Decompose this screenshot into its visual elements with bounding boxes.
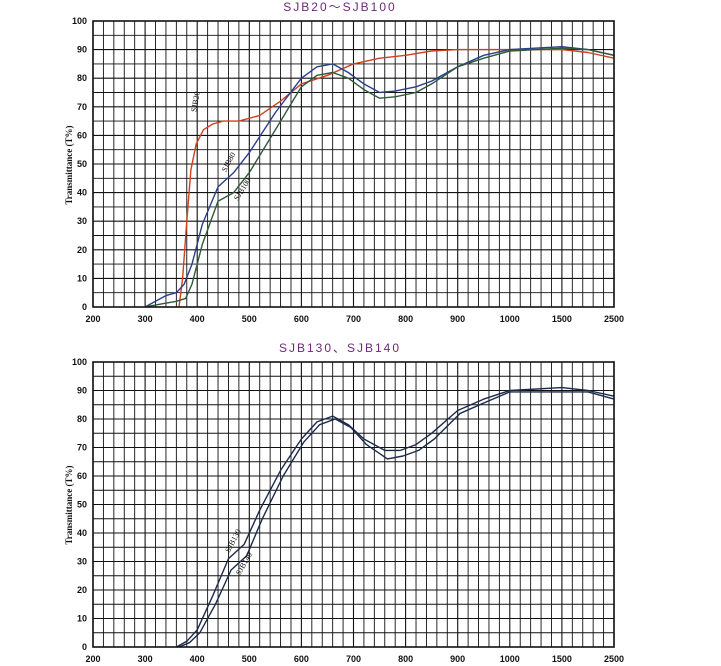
x-tick-label: 2500 [604, 314, 624, 324]
series-line-sjb140 [178, 391, 615, 648]
x-tick-label: 700 [346, 314, 361, 324]
x-tick-label: 1500 [552, 314, 572, 324]
chart-title: SJB20～SJB100 [283, 0, 396, 14]
x-tick-label: 800 [398, 314, 413, 324]
x-tick-label: 900 [450, 314, 465, 324]
plot-frame [92, 20, 615, 308]
y-tick-label: 30 [77, 216, 87, 226]
x-tick-label: 500 [242, 314, 257, 324]
x-tick-label: 1000 [500, 314, 520, 324]
x-tick-label: 1500 [552, 654, 572, 664]
y-tick-label: 80 [77, 73, 87, 83]
x-tick-label: 500 [242, 654, 257, 664]
plot-frame [92, 361, 615, 648]
y-tick-label: 90 [77, 386, 87, 396]
y-tick-label: 50 [77, 500, 87, 510]
x-ticks: 200 300 400 500 600 700 800 900 1000 1500 2500 [85, 654, 624, 664]
y-tick-label: 0 [82, 302, 87, 312]
y-axis-label: Transmittance (T%) [64, 125, 74, 204]
y-tick-label: 10 [77, 273, 87, 283]
x-tick-label: 300 [138, 314, 153, 324]
x-tick-label: 600 [294, 654, 309, 664]
y-tick-label: 70 [77, 102, 87, 112]
chart-title: SJB130、SJB140 [279, 341, 401, 355]
series-group [144, 46, 615, 308]
y-ticks: 0 10 20 30 40 50 60 70 80 90 100 [72, 16, 87, 312]
curve-label-sjb20: SJB20 [189, 91, 201, 113]
y-ticks: 0 10 20 30 40 50 60 70 80 90 100 [72, 357, 87, 652]
y-tick-label: 80 [77, 414, 87, 424]
y-tick-label: 60 [77, 130, 87, 140]
y-tick-label: 0 [82, 642, 87, 652]
x-tick-label: 2500 [604, 654, 624, 664]
series-line-sjb100 [144, 47, 615, 308]
y-tick-label: 40 [77, 188, 87, 198]
y-tick-label: 30 [77, 557, 87, 567]
chart-sjb20-sjb100: SJB20～SJB100 Transmittance (T%) 0 10 20 30 4… [64, 0, 624, 324]
series-line-sjb130 [176, 386, 615, 648]
y-tick-label: 90 [77, 45, 87, 55]
x-tick-label: 200 [85, 314, 100, 324]
series-line-sjb80 [144, 46, 615, 308]
y-axis-label: Transmittance (T%) [64, 465, 74, 544]
x-tick-label: 800 [398, 654, 413, 664]
series-group [176, 386, 615, 648]
x-tick-label: 900 [450, 654, 465, 664]
x-tick-label: 400 [190, 654, 205, 664]
curve-label-sjb130: SJB130 [223, 528, 243, 554]
y-tick-label: 40 [77, 528, 87, 538]
y-tick-label: 60 [77, 471, 87, 481]
x-tick-label: 600 [294, 314, 309, 324]
chart-sjb130-sjb140: SJB130、SJB140 Transmittance (T%) 0 10 20 30… [64, 341, 624, 664]
x-tick-label: 1000 [500, 654, 520, 664]
y-tick-label: 20 [77, 245, 87, 255]
y-tick-label: 20 [77, 585, 87, 595]
x-tick-label: 300 [138, 654, 153, 664]
y-tick-label: 100 [72, 16, 87, 26]
grid [92, 20, 615, 308]
x-tick-label: 400 [190, 314, 205, 324]
y-tick-label: 10 [77, 614, 87, 624]
y-tick-label: 100 [72, 357, 87, 367]
x-ticks: 200 300 400 500 600 700 800 900 1000 1500 2500 [85, 314, 624, 324]
grid [92, 361, 615, 648]
series-line-sjb20 [178, 48, 615, 308]
y-tick-label: 50 [77, 159, 87, 169]
y-tick-label: 70 [77, 443, 87, 453]
curve-label-sjb140: SJB140 [234, 551, 254, 577]
x-tick-label: 700 [346, 654, 361, 664]
x-tick-label: 200 [85, 654, 100, 664]
